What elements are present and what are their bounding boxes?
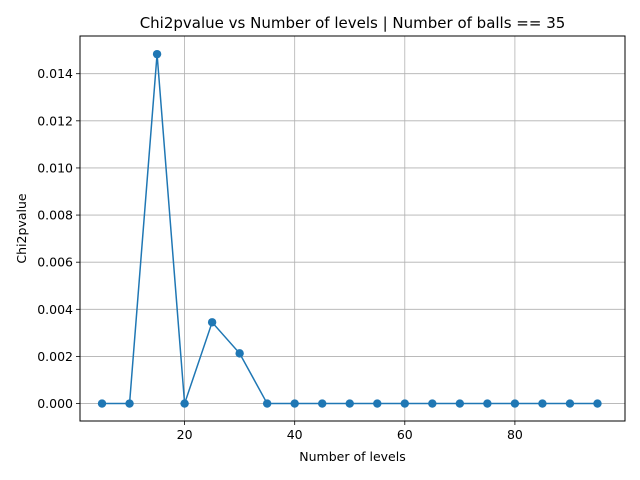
y-tick-label: 0.008: [37, 208, 73, 223]
data-point: [593, 399, 602, 408]
data-point: [455, 399, 465, 408]
data-point: [400, 399, 409, 408]
data-point: [125, 399, 134, 408]
y-axis-label: Chi2pvalue: [14, 193, 29, 263]
data-point: [345, 399, 354, 408]
x-tick-label: 80: [507, 427, 523, 442]
data-point: [97, 399, 107, 408]
y-tick-label: 0.012: [37, 113, 73, 128]
data-point: [290, 399, 299, 408]
data-point: [510, 399, 520, 408]
y-tick-label: 0.014: [37, 66, 73, 81]
data-point: [428, 399, 437, 408]
x-tick-label: 40: [287, 427, 303, 442]
y-tick-label: 0.010: [37, 160, 73, 175]
data-point: [262, 399, 272, 408]
data-point: [318, 399, 327, 408]
y-axis-ticks: 0.000 0.002 0.004 0.006 0.008 0.010 0.012 0.014: [37, 66, 80, 411]
x-tick-label: 20: [177, 427, 193, 442]
data-point: [373, 399, 382, 408]
y-tick-label: 0.000: [37, 396, 73, 411]
x-axis-ticks: 20 40 60 80: [177, 421, 523, 442]
y-tick-label: 0.006: [37, 255, 73, 270]
plot-area-frame: [79, 35, 626, 422]
grid: [80, 36, 625, 421]
x-axis-label: Number of levels: [299, 449, 405, 464]
chart-title: Chi2pvalue vs Number of levels | Number …: [140, 14, 566, 32]
data-point: [538, 399, 547, 408]
y-tick-label: 0.004: [37, 302, 73, 317]
x-tick-label: 60: [397, 427, 413, 442]
data-point: [152, 49, 162, 59]
data-point: [207, 318, 217, 327]
y-tick-label: 0.002: [37, 349, 73, 364]
data-point: [235, 349, 244, 358]
series-layer: [97, 49, 602, 408]
data-point: [565, 399, 575, 408]
series-line: [102, 54, 598, 405]
data-point: [483, 399, 492, 408]
data-point: [180, 399, 189, 408]
